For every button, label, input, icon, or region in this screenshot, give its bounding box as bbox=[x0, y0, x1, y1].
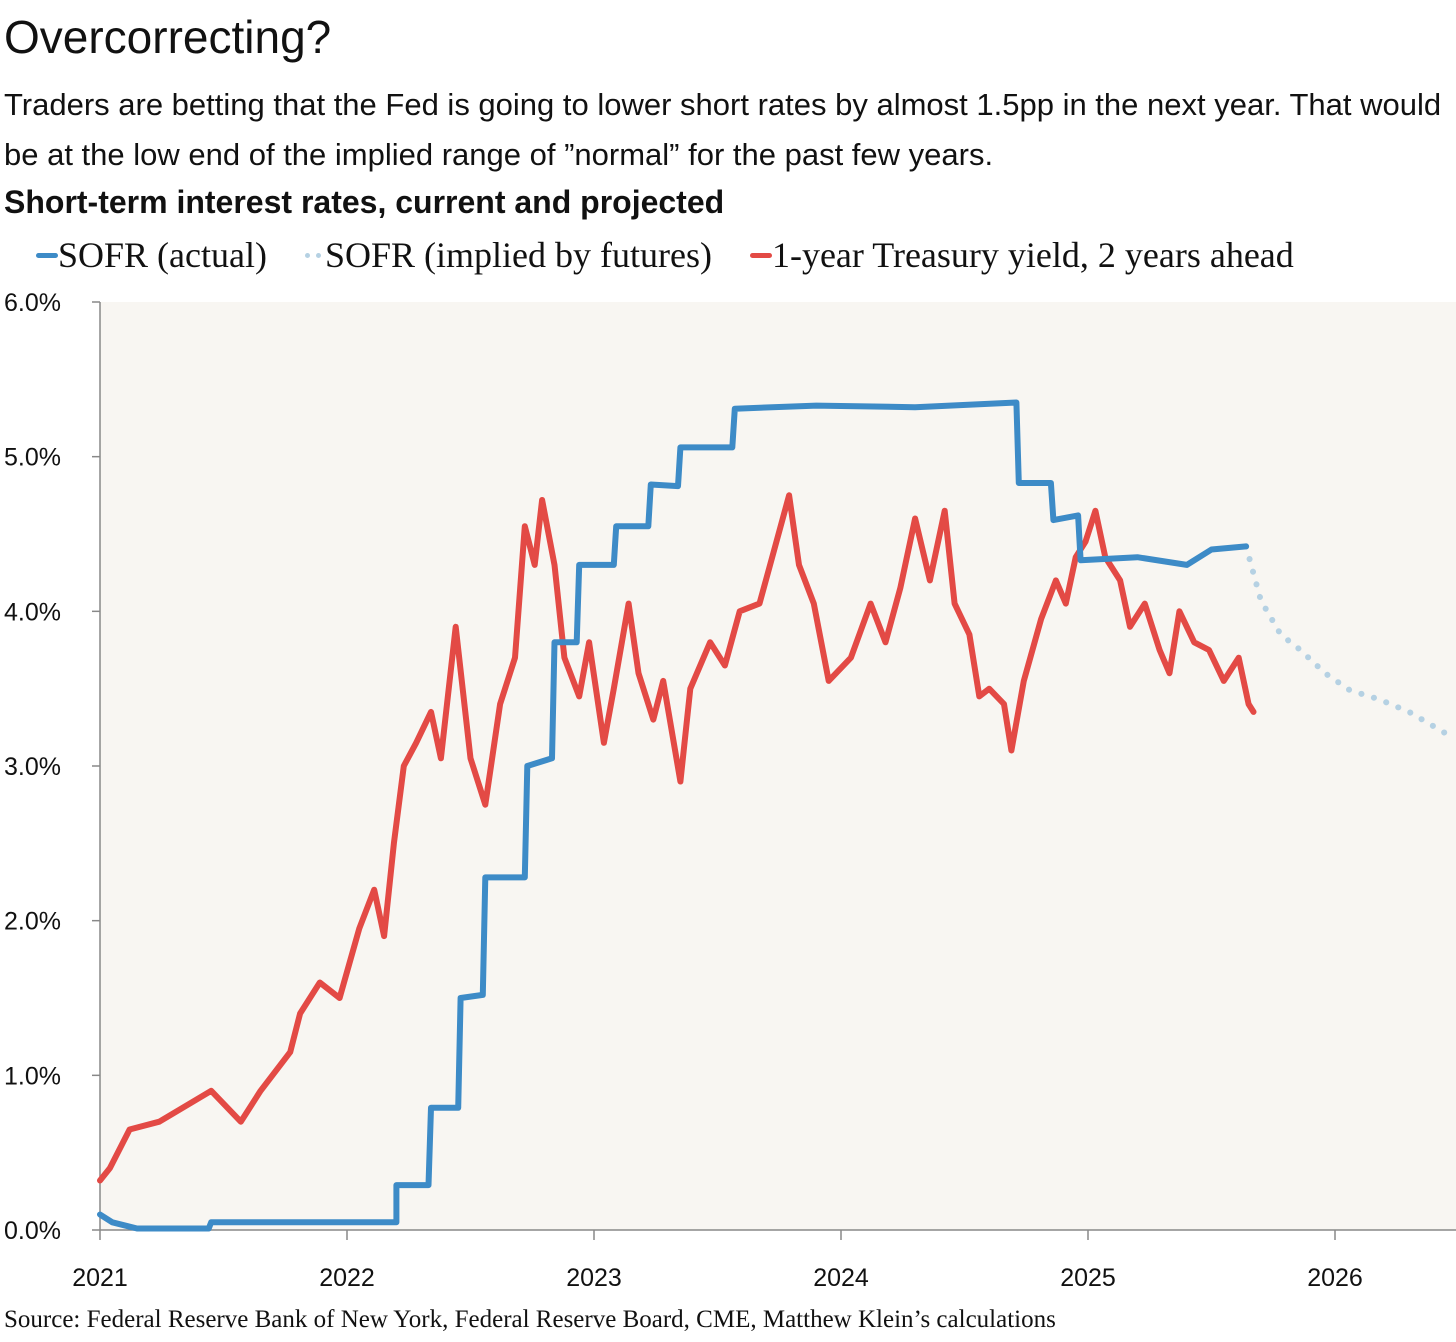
plot-area bbox=[100, 302, 1456, 1230]
legend-swatch-solid-red bbox=[749, 252, 772, 258]
legend-item-sofr-implied: SOFR (implied by futures) bbox=[304, 234, 712, 276]
y-tick-label: 4.0% bbox=[4, 598, 61, 626]
x-tick-label: 2026 bbox=[1307, 1264, 1363, 1292]
x-tick-label: 2025 bbox=[1060, 1264, 1116, 1292]
legend-swatch-dotted bbox=[304, 252, 321, 258]
y-tick-label: 6.0% bbox=[4, 289, 61, 317]
series-line-sofr-actual bbox=[97, 399, 1250, 1232]
chart-title-headline: Overcorrecting? bbox=[4, 11, 332, 63]
legend-swatch-solid-blue bbox=[36, 252, 58, 258]
y-tick-label: 3.0% bbox=[4, 753, 61, 781]
y-tick-label: 1.0% bbox=[4, 1062, 61, 1090]
x-tick-label: 2024 bbox=[813, 1264, 869, 1292]
legend-label: SOFR (implied by futures) bbox=[324, 235, 712, 275]
legend-label: 1-year Treasury yield, 2 years ahead bbox=[771, 235, 1294, 275]
y-tick-label: 5.0% bbox=[4, 444, 61, 472]
chart-subtitle: Traders are betting that the Fed is goin… bbox=[4, 87, 1442, 172]
source-note: Source: Federal Reserve Bank of New York… bbox=[4, 1306, 1056, 1333]
legend-item-treasury: 1-year Treasury yield, 2 years ahead bbox=[749, 234, 1294, 276]
legend: SOFR (actual) SOFR (implied by futures) … bbox=[36, 234, 1294, 276]
x-tick-label: 2022 bbox=[319, 1264, 375, 1292]
series-line-1-year-treasury-yield-2-years-ahead bbox=[97, 492, 1257, 1184]
y-tick-label: 0.0% bbox=[4, 1217, 61, 1245]
legend-label: SOFR (actual) bbox=[58, 235, 267, 275]
x-tick-label: 2021 bbox=[72, 1264, 128, 1292]
legend-item-sofr-actual: SOFR (actual) bbox=[36, 234, 267, 276]
y-tick-label: 2.0% bbox=[4, 908, 61, 936]
x-tick-label: 2023 bbox=[566, 1264, 622, 1292]
chart-title: Short-term interest rates, current and p… bbox=[4, 184, 725, 220]
series-line-sofr-implied-by-futures bbox=[1243, 543, 1452, 739]
